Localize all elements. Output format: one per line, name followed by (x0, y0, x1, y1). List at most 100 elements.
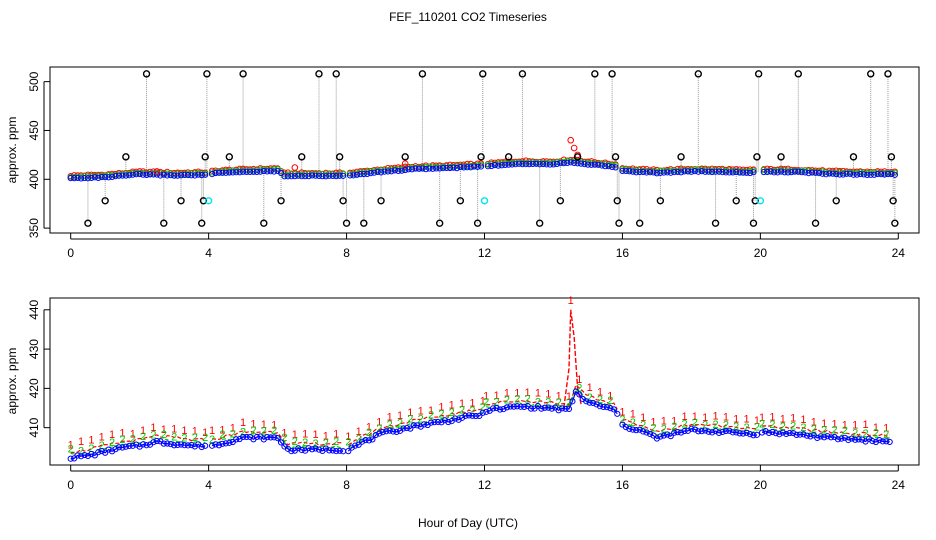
top-point-red (284, 169, 292, 176)
bottom-point-blue (153, 437, 161, 445)
top-spike-point (732, 197, 740, 205)
top-point-blue (608, 163, 616, 171)
top-x-tick-label: 24 (892, 246, 906, 260)
top-point-blue (257, 168, 264, 175)
bottom-point-blue (667, 433, 674, 440)
bottom-point-blue (441, 417, 448, 424)
top-point-blue (571, 159, 578, 167)
top-point-blue (802, 169, 809, 176)
top-point-blue (629, 168, 636, 175)
top-point-blue (777, 168, 785, 175)
top-spike-point (122, 153, 130, 161)
top-point-blue (733, 168, 740, 176)
bottom-point-label-green: 2 (261, 425, 267, 437)
bottom-point-blue (733, 429, 740, 436)
bottom-x-tick-label: 16 (616, 478, 630, 492)
bottom-point-blue (674, 429, 681, 436)
bottom-point-blue (695, 428, 702, 435)
top-point-green (805, 167, 812, 174)
top-point-blue (740, 169, 747, 176)
top-point-green (340, 170, 347, 178)
bottom-point-blue (671, 429, 678, 436)
bottom-point-blue (779, 429, 786, 436)
bottom-point-label-red: 1 (161, 424, 167, 436)
bottom-point-blue (762, 428, 769, 435)
top-spike-point (260, 219, 268, 227)
top-point-red (336, 169, 343, 176)
bottom-point-blue (98, 447, 105, 455)
top-cyan-point (480, 197, 489, 205)
bottom-point-blue (859, 436, 866, 443)
bottom-y-tick-label: 410 (27, 417, 41, 437)
top-point-blue (640, 168, 647, 176)
top-point-blue (208, 170, 216, 178)
top-point-red (464, 160, 471, 167)
bottom-point-blue (593, 401, 600, 408)
bottom-point-blue (514, 403, 521, 410)
bottom-x-tick-label: 0 (67, 478, 74, 492)
top-point-blue (798, 169, 805, 176)
top-point-blue (595, 161, 602, 168)
bottom-point-blue (95, 449, 102, 456)
bottom-point-blue (421, 421, 428, 428)
bottom-point-blue (455, 416, 462, 423)
top-spike-point (656, 197, 665, 205)
bottom-point-blue (465, 412, 473, 419)
bottom-point-label-red: 1 (240, 417, 246, 429)
bottom-point-label-green: 2 (366, 427, 372, 439)
top-spike-point (239, 70, 247, 78)
top-point-blue (436, 165, 443, 172)
bottom-point-label-green: 2 (811, 423, 817, 435)
top-point-blue (446, 164, 454, 172)
top-spike-point (160, 219, 168, 227)
bottom-point-label-red: 1 (780, 414, 786, 426)
top-x-tick-label: 12 (478, 246, 492, 260)
bottom-point-blue (410, 422, 417, 429)
top-point-blue (171, 172, 178, 179)
bottom-point-blue (702, 427, 709, 434)
bottom-point-blue (348, 444, 355, 451)
top-point-blue (233, 169, 240, 176)
x-axis-label: Hour of Day (UTC) (418, 516, 518, 530)
bottom-point-blue (886, 438, 893, 446)
top-point-red (708, 165, 716, 172)
top-spike-point (473, 219, 482, 227)
top-y-tick-label: 500 (27, 71, 41, 91)
top-point-blue (840, 171, 847, 178)
top-spike-point (751, 197, 759, 205)
top-point-blue (598, 162, 605, 169)
bottom-point-label-red: 1 (428, 405, 434, 417)
bottom-point-label-red: 1 (692, 411, 698, 423)
top-point-blue (119, 172, 126, 179)
top-point-blue (653, 170, 661, 177)
bottom-point-blue (629, 426, 636, 433)
bottom-point-blue (562, 405, 569, 412)
top-point-blue (164, 172, 171, 179)
bottom-point-blue (800, 431, 807, 438)
bottom-point-blue (496, 406, 504, 413)
top-point-blue (298, 173, 305, 180)
top-point-green (236, 167, 243, 174)
top-point-blue (336, 172, 343, 179)
top-point-blue (398, 167, 405, 174)
top-x-tick-label: 20 (754, 246, 768, 260)
top-point-blue (153, 171, 161, 178)
bottom-point-blue (177, 441, 185, 448)
top-point-red (333, 169, 340, 176)
top-point-blue (377, 169, 385, 176)
bottom-point-label-red: 1 (109, 429, 115, 441)
bottom-series-line-red (348, 408, 483, 446)
top-spike-point (613, 197, 621, 205)
bottom-point-blue (105, 446, 112, 453)
bottom-point-blue (793, 431, 800, 439)
bottom-point-label-red: 1 (271, 420, 277, 432)
top-spike-point (777, 153, 785, 161)
top-point-blue (781, 169, 788, 176)
top-point-blue (364, 170, 371, 178)
top-point-blue (140, 171, 147, 178)
bottom-point-blue (507, 403, 514, 410)
bottom-point-label-green: 2 (192, 432, 198, 444)
bottom-point-blue (336, 447, 343, 454)
bottom-point-label-red: 1 (469, 398, 475, 410)
top-point-red (833, 167, 840, 174)
